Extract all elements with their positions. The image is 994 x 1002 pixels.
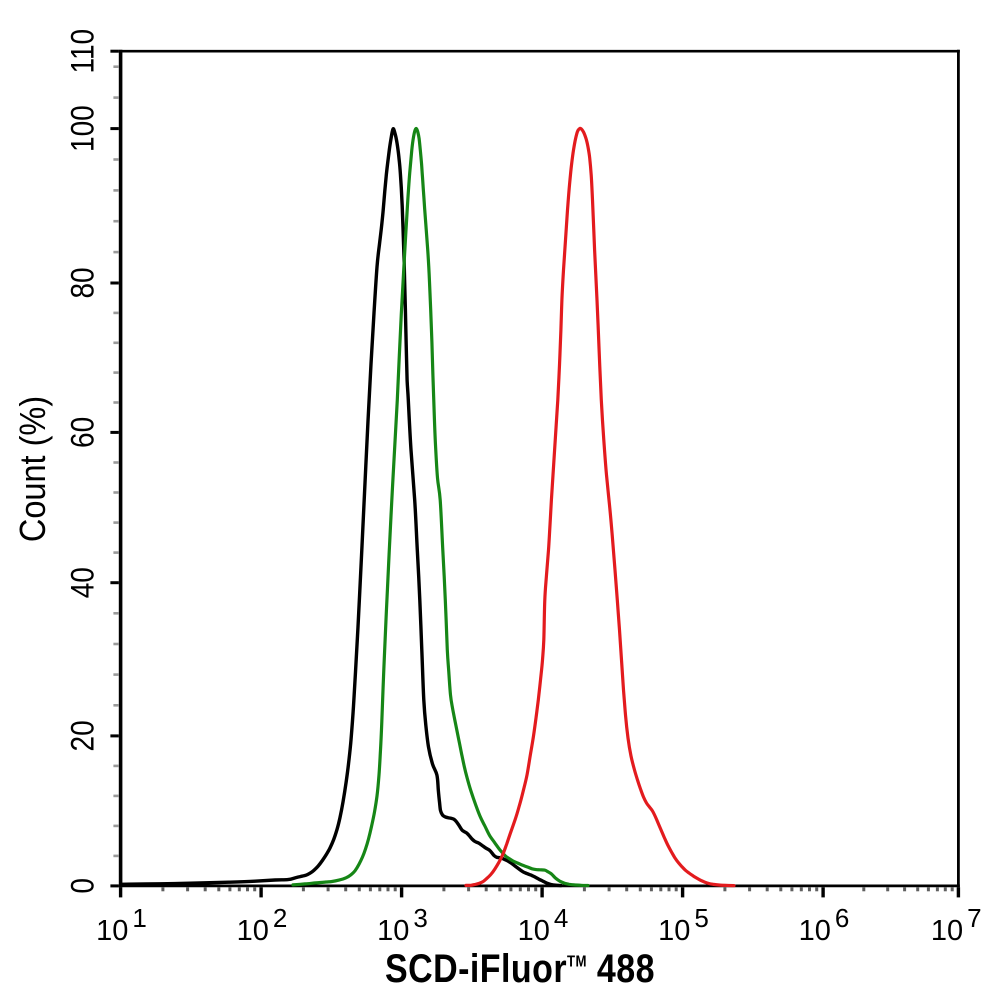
svg-text:40: 40 [66, 567, 101, 598]
svg-text:20: 20 [66, 720, 101, 751]
svg-text:60: 60 [66, 417, 101, 448]
svg-text:Count (%): Count (%) [14, 396, 54, 542]
svg-text:100: 100 [66, 105, 101, 152]
svg-text:0: 0 [66, 878, 101, 894]
svg-text:80: 80 [66, 267, 101, 298]
svg-text:SCD-iFluorTM 488: SCD-iFluorTM 488 [385, 947, 655, 991]
svg-text:110: 110 [66, 29, 101, 74]
